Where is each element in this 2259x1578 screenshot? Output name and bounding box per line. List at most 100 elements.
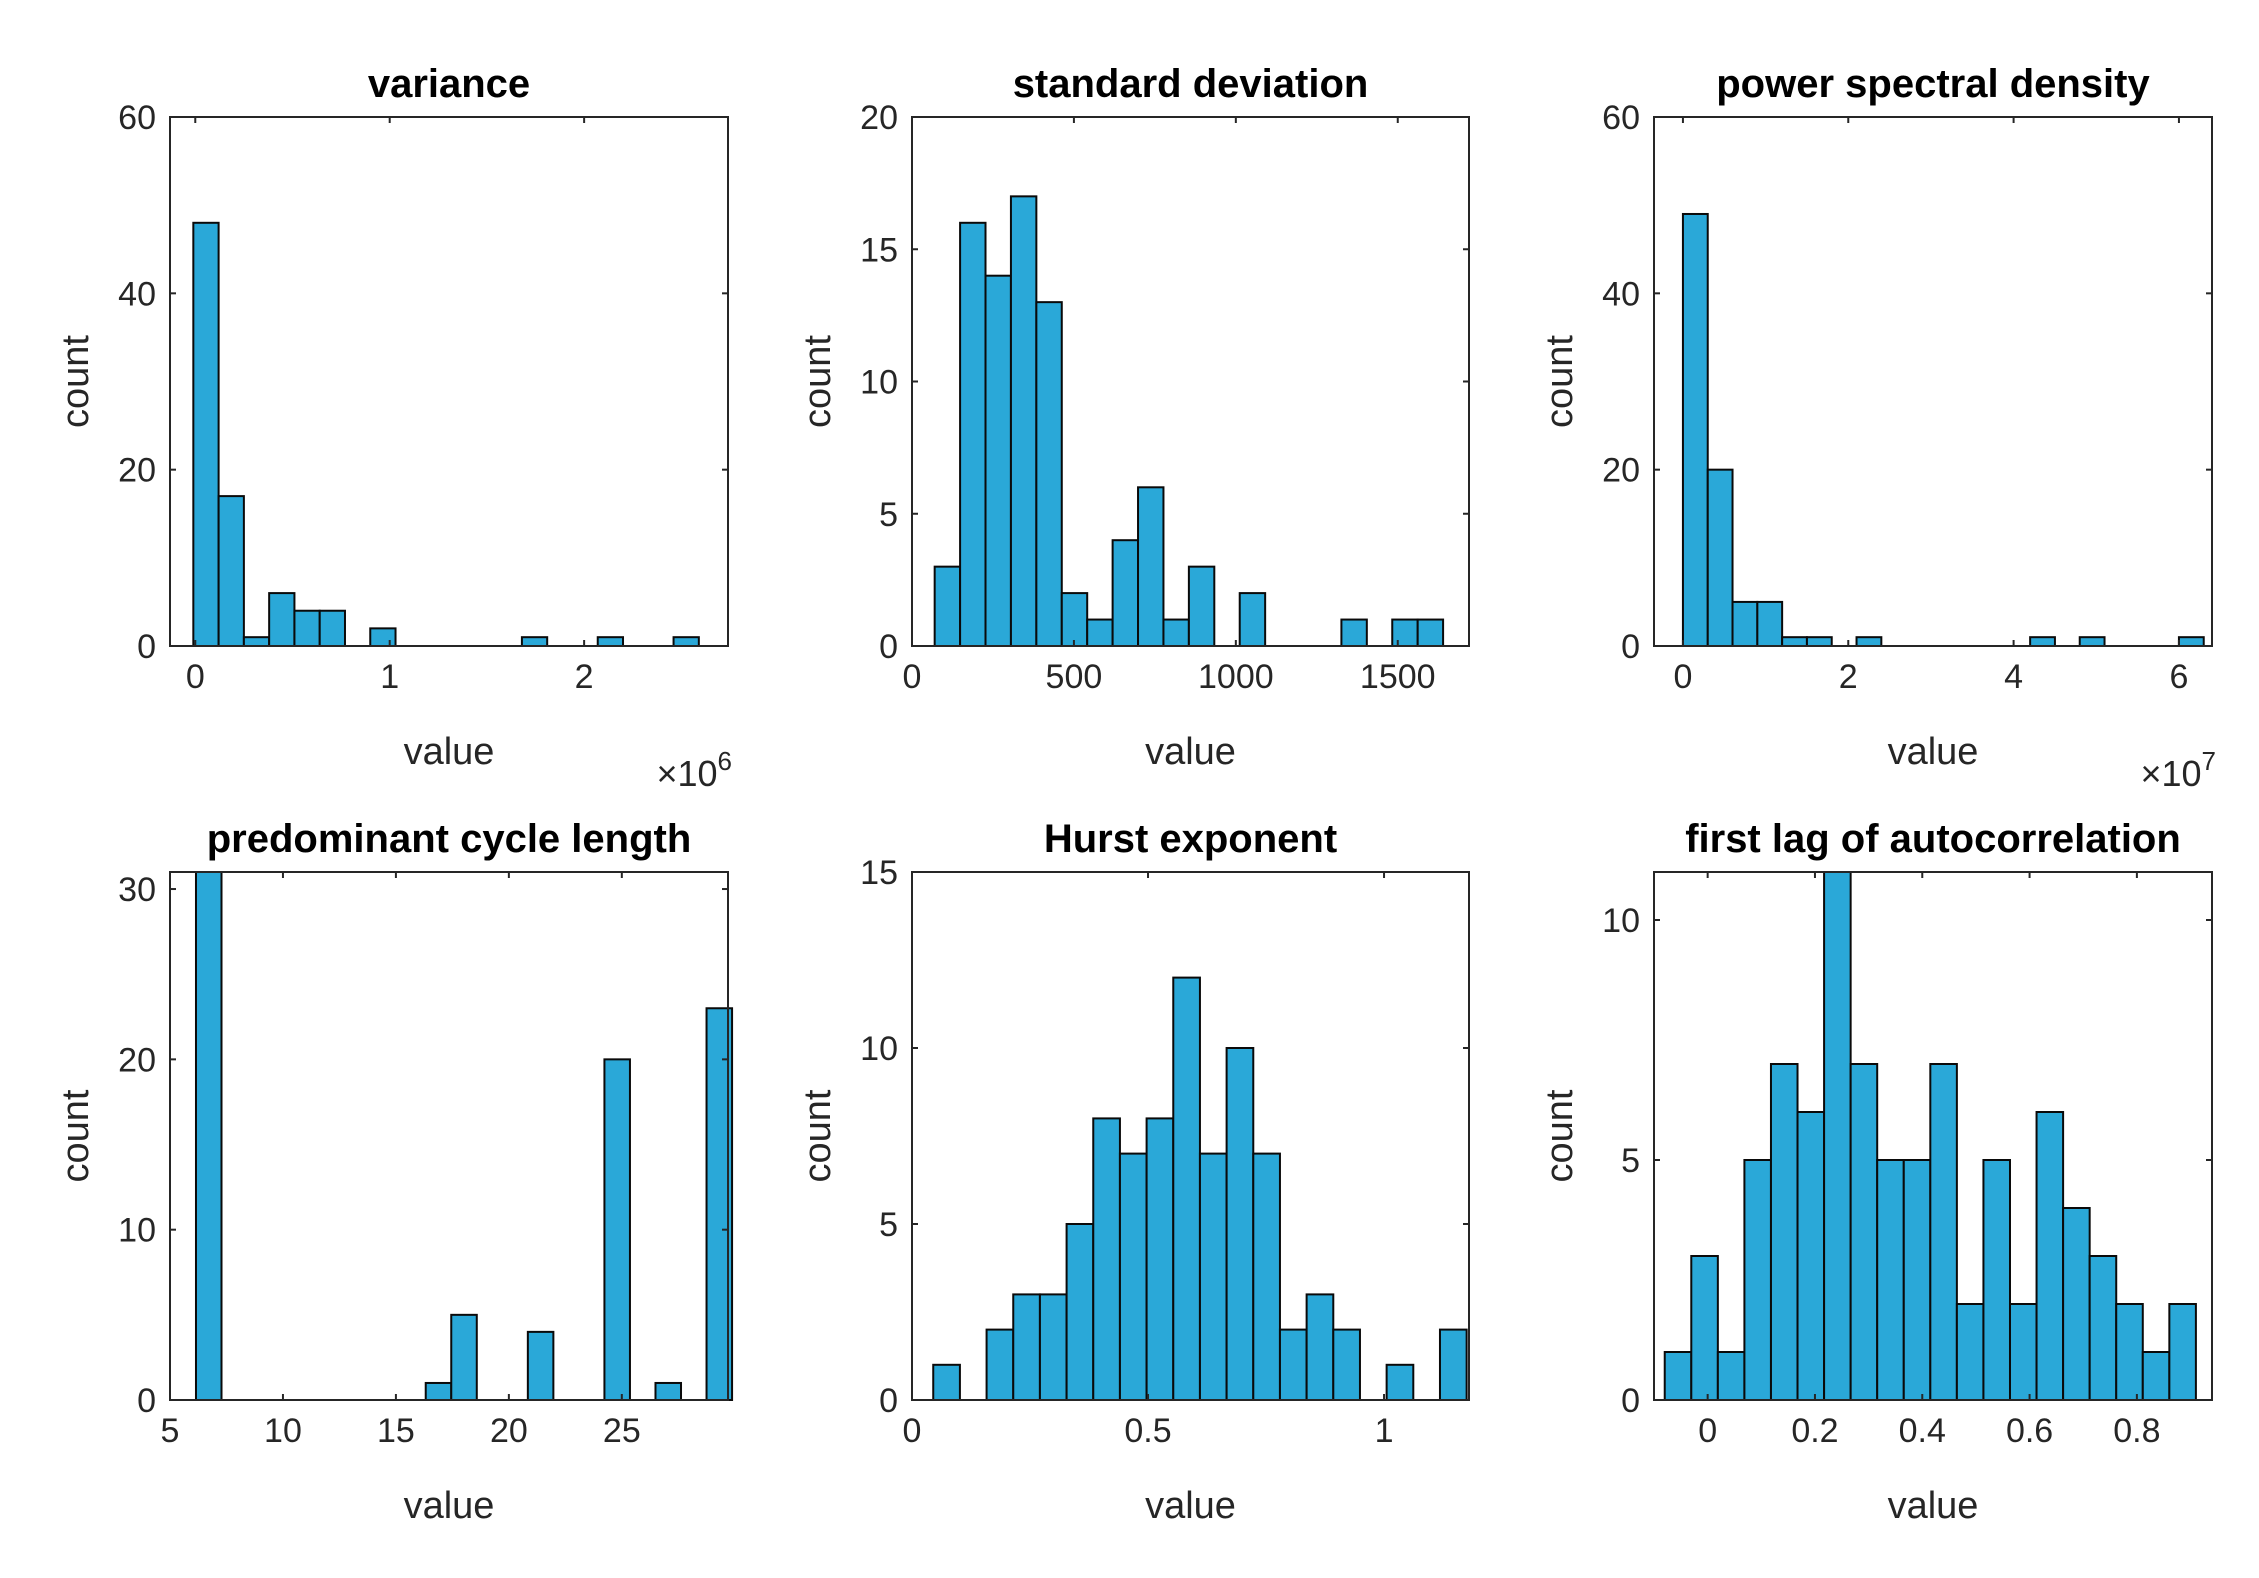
x-tick-label: 0	[903, 1412, 922, 1450]
histogram-bar	[1385, 1363, 1415, 1402]
x-axis-label: value	[404, 1485, 495, 1527]
axes-frame	[169, 116, 729, 647]
histogram-bar	[2088, 1255, 2118, 1401]
y-tick-label: 15	[860, 854, 898, 892]
histogram-bar	[2177, 636, 2205, 648]
x-tick-label: 0.8	[2113, 1412, 2160, 1450]
histogram-bar	[603, 1058, 631, 1402]
histogram-bar	[985, 1328, 1015, 1401]
histogram-bar	[1663, 1351, 1693, 1401]
histogram-bar	[1340, 618, 1368, 647]
histogram-bar	[1065, 1223, 1095, 1401]
histogram-bar	[1187, 565, 1216, 648]
histogram-bar	[424, 1381, 453, 1402]
histogram-bar	[1876, 1159, 1905, 1401]
histogram-bar	[672, 636, 700, 648]
histogram-bar	[1438, 1328, 1468, 1401]
histogram-bar	[1172, 976, 1201, 1401]
histogram-bar	[1278, 1328, 1308, 1401]
histogram-bar	[1162, 618, 1190, 647]
histogram-bar	[984, 274, 1012, 647]
histogram-bar	[1743, 1159, 1772, 1401]
histogram-bar	[1252, 1152, 1281, 1401]
histogram-bar	[1690, 1255, 1719, 1401]
y-tick-label: 0	[879, 1382, 898, 1420]
y-tick-label: 20	[1602, 452, 1640, 490]
histogram-bar	[1332, 1328, 1361, 1401]
histogram-bar	[596, 636, 625, 648]
chart-title: power spectral density	[1716, 62, 2150, 106]
axes-frame	[1653, 116, 2213, 647]
chart-title: Hurst exponent	[1044, 817, 1337, 861]
histogram-bar	[242, 636, 271, 648]
histogram-bar	[1781, 636, 1808, 648]
y-tick-label: 5	[879, 496, 898, 534]
x-tick-label: 20	[490, 1412, 528, 1450]
histogram-bar	[1137, 486, 1165, 647]
histogram-bar	[318, 609, 346, 648]
y-tick-label: 40	[1602, 275, 1640, 313]
x-tick-label: 0.6	[2006, 1412, 2053, 1450]
histogram-bar	[2078, 636, 2106, 648]
histogram-bar	[2035, 1111, 2065, 1401]
y-tick-label: 30	[118, 871, 156, 909]
histogram-bar	[2008, 1303, 2038, 1401]
axes-frame	[1653, 871, 2213, 1401]
histogram-bar	[526, 1330, 555, 1402]
x-tick-label: 1000	[1198, 658, 1274, 696]
y-axis-label: count	[55, 1089, 97, 1182]
histogram-bar	[1902, 1159, 1932, 1401]
chart-panel-6: 0 0.2 0.4 0.6 0.8 0 5 10 first lag of autocorrel…	[1539, 817, 2213, 1527]
histogram-bar	[293, 609, 321, 648]
histogram-bar	[1982, 1159, 2011, 1401]
x-axis-exponent: ×106	[656, 746, 732, 794]
histogram-bar	[1805, 636, 1833, 648]
histogram-bar	[1929, 1063, 1958, 1401]
x-axis-exponent-power: 6	[718, 746, 732, 776]
y-tick-label: 0	[1621, 1382, 1640, 1420]
x-tick-label: 0	[186, 658, 205, 696]
histogram-bar	[2168, 1303, 2197, 1401]
x-tick-label: 2	[1839, 658, 1858, 696]
histogram-bar	[1238, 592, 1267, 647]
x-tick-label: 6	[2169, 658, 2188, 696]
histogram-bar	[1118, 1152, 1148, 1401]
x-tick-label: 0.2	[1791, 1412, 1838, 1450]
x-tick-label: 0	[1698, 1412, 1717, 1450]
y-tick-label: 20	[860, 99, 898, 137]
histogram-bar	[268, 592, 296, 647]
x-axis-label: value	[404, 731, 495, 773]
y-tick-label: 0	[137, 1382, 156, 1420]
y-tick-label: 0	[1621, 628, 1640, 666]
histogram-bar	[369, 627, 397, 647]
x-tick-label: 2	[575, 658, 594, 696]
x-axis-label: value	[1145, 731, 1236, 773]
histogram-bar	[2115, 1303, 2144, 1401]
x-tick-label: 10	[264, 1412, 302, 1450]
histogram-bar	[1035, 301, 1063, 647]
histogram-bar	[1305, 1293, 1335, 1402]
chart-title: variance	[368, 62, 530, 106]
y-tick-label: 40	[118, 275, 156, 313]
x-tick-label: 0	[903, 658, 922, 696]
histogram-bar	[2062, 1207, 2091, 1401]
histogram-bar	[932, 1363, 961, 1402]
y-tick-label: 15	[860, 231, 898, 269]
histogram-bar	[1038, 1293, 1068, 1402]
histogram-bar	[933, 565, 962, 648]
histogram-bar	[1060, 592, 1089, 647]
y-tick-label: 10	[860, 1030, 898, 1068]
y-tick-label: 5	[879, 1206, 898, 1244]
histogram-bar	[1012, 1293, 1041, 1402]
histogram-bar	[1756, 600, 1784, 648]
y-tick-label: 60	[1602, 99, 1640, 137]
y-axis-label: count	[797, 1089, 839, 1182]
histogram-bar	[1955, 1303, 1985, 1401]
y-tick-label: 10	[1602, 902, 1640, 940]
x-axis-label: value	[1145, 1485, 1236, 1527]
x-tick-label: 1	[380, 658, 399, 696]
histogram-bar	[1706, 468, 1734, 647]
histogram-bar	[1855, 636, 1883, 648]
